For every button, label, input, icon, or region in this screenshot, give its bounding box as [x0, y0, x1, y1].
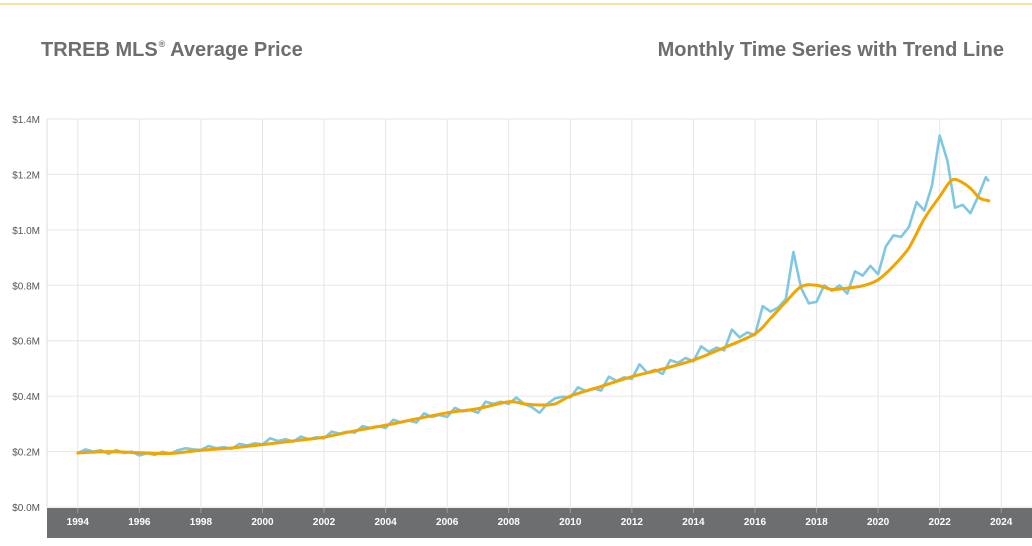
x-tick-label: 2004: [374, 517, 397, 528]
x-tick-label: 2022: [929, 517, 952, 528]
x-axis-labels: 1994 1996 1998 2000 2002 2004 2006 2008 2010 2012…: [67, 508, 1013, 528]
x-tick-label: 1996: [128, 517, 151, 528]
x-tick-label: 2024: [990, 517, 1013, 528]
top-accent-rule: [0, 3, 1032, 5]
y-tick-label: $0.2M: [12, 448, 40, 459]
y-tick-label: $0.6M: [12, 337, 40, 348]
x-axis-band: [47, 508, 1032, 538]
y-axis-labels: $0.0M $0.2M $0.4M $0.6M $0.8M $1.0M $1.2M $1.4M: [12, 115, 40, 514]
chart-title: TRREB MLS® Average Price: [41, 39, 303, 61]
x-tick-label: 2010: [559, 517, 582, 528]
registered-mark: ®: [158, 39, 166, 49]
y-tick-label: $0.4M: [12, 392, 40, 403]
x-tick-label: 2018: [805, 517, 828, 528]
x-tick-label: 2014: [682, 517, 705, 528]
monthly-price-line: [77, 134, 990, 457]
x-tick-label: 2016: [744, 517, 767, 528]
trend-line: [76, 177, 991, 456]
y-tick-label: $1.4M: [12, 115, 40, 126]
x-tick-label: 1998: [190, 517, 213, 528]
x-tick-label: 2002: [313, 517, 336, 528]
x-tick-label: 2006: [436, 517, 459, 528]
y-tick-label: $1.0M: [12, 226, 40, 237]
y-tick-label: $0.0M: [12, 503, 40, 514]
grid-lines: [46, 118, 1032, 508]
x-tick-label: 2020: [867, 517, 890, 528]
x-tick-label: 2012: [621, 517, 644, 528]
x-tick-label: 2008: [498, 517, 521, 528]
chart-subtitle: Monthly Time Series with Trend Line: [657, 39, 1004, 61]
x-tick-label: 2000: [251, 517, 274, 528]
x-tick-label: 1994: [67, 517, 90, 528]
y-tick-label: $1.2M: [12, 170, 40, 181]
y-tick-label: $0.8M: [12, 281, 40, 292]
